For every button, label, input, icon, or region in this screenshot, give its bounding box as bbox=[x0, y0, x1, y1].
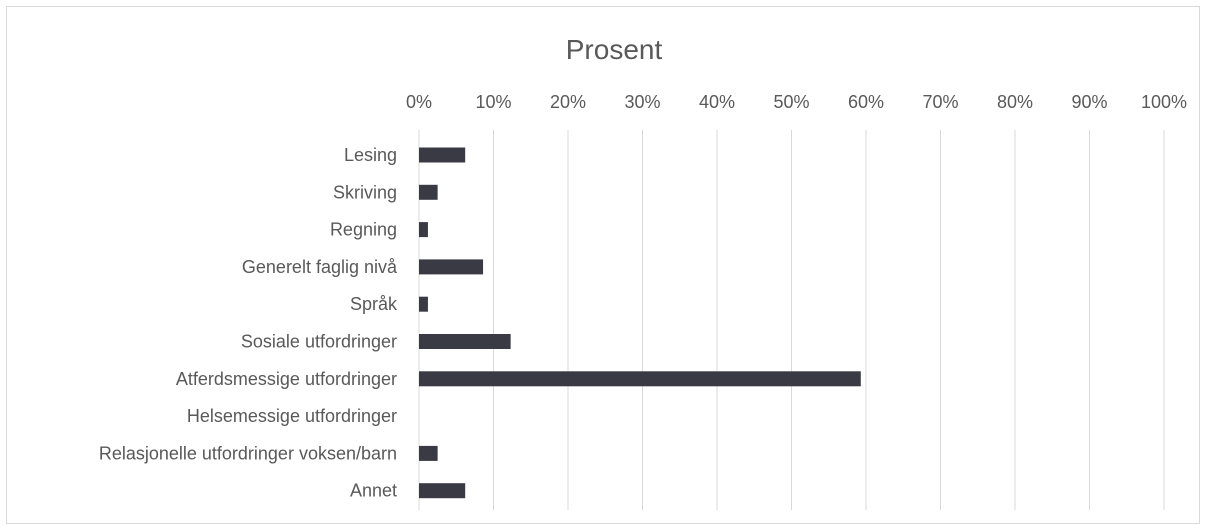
x-tick-label: 100% bbox=[1141, 92, 1187, 112]
bar bbox=[419, 445, 438, 461]
category-label: Språk bbox=[350, 294, 398, 314]
gridlines bbox=[418, 130, 1165, 510]
x-tick-label: 0% bbox=[406, 92, 432, 112]
x-tick-label: 70% bbox=[922, 92, 958, 112]
x-tick-label: 40% bbox=[699, 92, 735, 112]
category-label: Helsemessige utfordringer bbox=[187, 406, 397, 426]
x-axis-ticks: 0% 10% 20% 30% 40% 50% 60% 70% 80% 90% 100% bbox=[406, 92, 1187, 112]
category-label: Skriving bbox=[333, 182, 397, 202]
category-labels: Lesing Skriving Regning Generelt faglig niv… bbox=[99, 145, 398, 501]
x-tick-label: 50% bbox=[773, 92, 809, 112]
x-tick-label: 90% bbox=[1071, 92, 1107, 112]
category-label: Lesing bbox=[344, 145, 397, 165]
bar bbox=[419, 371, 861, 387]
category-label: Relasjonelle utfordringer voksen/barn bbox=[99, 443, 397, 463]
category-label: Generelt faglig nivå bbox=[242, 257, 398, 277]
bar bbox=[419, 184, 438, 200]
bar bbox=[419, 259, 484, 275]
bar bbox=[419, 483, 466, 499]
bar bbox=[419, 334, 511, 349]
x-tick-label: 10% bbox=[475, 92, 511, 112]
category-label: Sosiale utfordringer bbox=[241, 332, 397, 352]
chart-title: Prosent bbox=[566, 34, 663, 65]
x-tick-label: 30% bbox=[624, 92, 660, 112]
category-label: Annet bbox=[350, 481, 397, 501]
chart-area bbox=[6, 6, 1200, 524]
x-tick-label: 60% bbox=[848, 92, 884, 112]
category-label: Atferdsmessige utfordringer bbox=[176, 369, 397, 389]
x-tick-label: 80% bbox=[997, 92, 1033, 112]
bar bbox=[419, 296, 428, 312]
bars bbox=[419, 147, 861, 499]
x-tick-label: 20% bbox=[550, 92, 586, 112]
bar bbox=[419, 147, 466, 163]
category-label: Regning bbox=[330, 220, 397, 240]
bar bbox=[419, 222, 428, 238]
